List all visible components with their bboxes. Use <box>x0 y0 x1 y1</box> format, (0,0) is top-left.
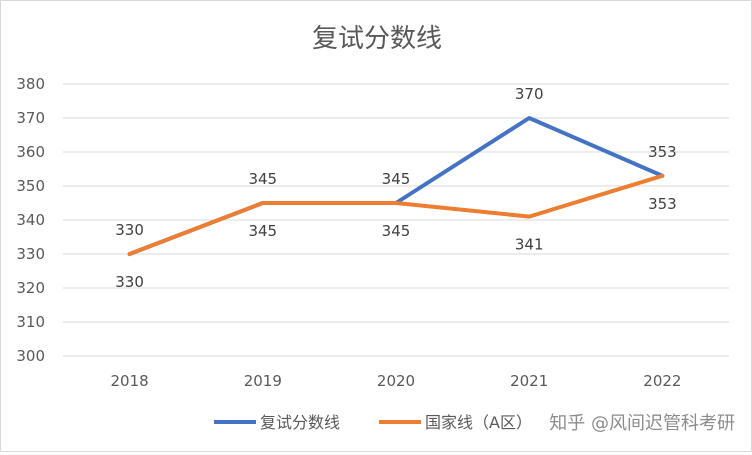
x-tick-label: 2021 <box>510 372 548 390</box>
y-tick-label: 360 <box>16 143 45 161</box>
series-line-2 <box>127 173 665 256</box>
legend-label-series-1: 复试分数线 <box>260 413 340 432</box>
y-tick-label: 310 <box>16 313 45 331</box>
gridlines <box>63 83 729 357</box>
data-label-series-1: 353 <box>648 143 677 161</box>
x-tick-label: 2022 <box>643 372 681 390</box>
y-tick-label: 340 <box>16 211 45 229</box>
data-label-series-1: 345 <box>382 170 411 188</box>
data-labels: 330 345 345 370 353 330 345 345 341 353 <box>115 85 676 291</box>
data-label-series-2: 330 <box>115 273 144 291</box>
y-tick-label: 320 <box>16 279 45 297</box>
data-label-series-2: 353 <box>648 195 677 213</box>
y-tick-label: 330 <box>16 245 45 263</box>
data-label-series-1: 330 <box>115 221 144 239</box>
chart-title: 复试分数线 <box>312 24 442 54</box>
y-tick-label: 300 <box>16 347 45 365</box>
x-tick-label: 2018 <box>111 372 149 390</box>
y-tick-label: 350 <box>16 177 45 195</box>
legend: 复试分数线 国家线（A区） <box>214 413 532 432</box>
watermark: 知乎 @风间迟管科考研 <box>549 413 735 434</box>
y-tick-label: 380 <box>16 75 45 93</box>
data-label-series-2: 345 <box>248 222 277 240</box>
data-label-series-2: 341 <box>515 236 544 254</box>
data-label-series-1: 370 <box>515 85 544 103</box>
legend-label-series-2: 国家线（A区） <box>425 413 532 432</box>
x-tick-label: 2020 <box>377 372 415 390</box>
y-tick-label: 370 <box>16 109 45 127</box>
data-label-series-2: 345 <box>382 222 411 240</box>
y-axis-ticks: 300 310 320 330 340 350 360 370 380 <box>16 75 45 365</box>
series-lines <box>127 116 665 256</box>
data-label-series-1: 345 <box>248 170 277 188</box>
x-axis-ticks: 2018 2019 2020 2021 2022 <box>111 372 682 390</box>
x-tick-label: 2019 <box>244 372 282 390</box>
